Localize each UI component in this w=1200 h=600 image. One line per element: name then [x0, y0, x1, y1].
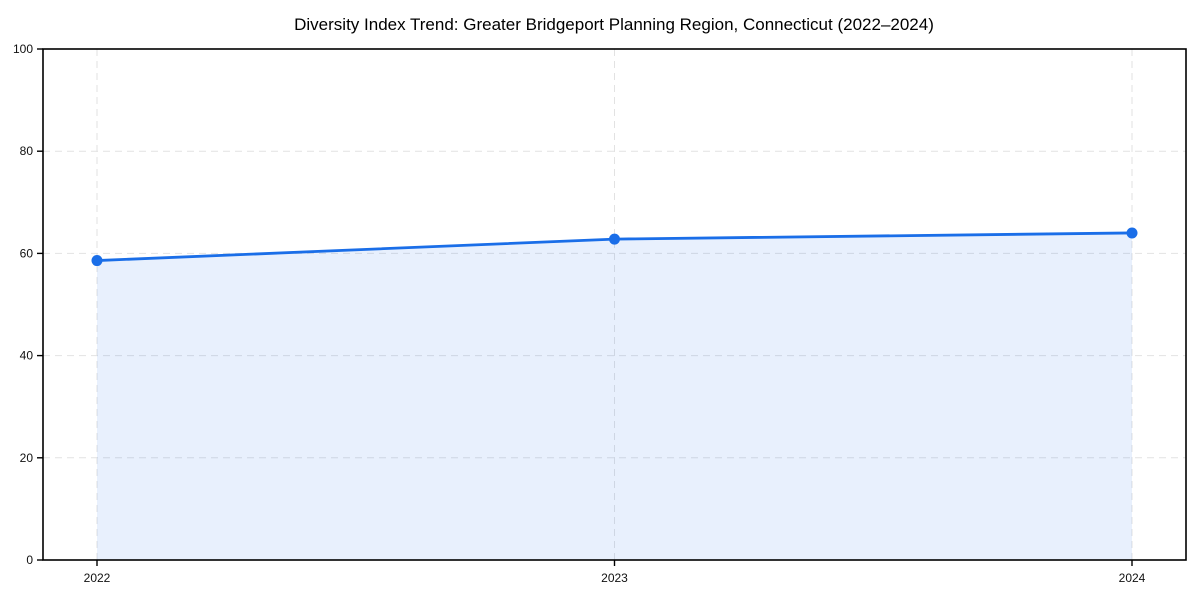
chart-title: Diversity Index Trend: Greater Bridgepor… [294, 15, 934, 34]
data-point-marker [91, 255, 103, 267]
y-tick-label: 100 [13, 42, 33, 56]
x-tick-label: 2023 [601, 571, 628, 585]
x-tick-label: 2024 [1119, 571, 1146, 585]
x-tick-label: 2022 [84, 571, 111, 585]
area-fill [97, 232, 1132, 560]
y-tick-label: 0 [26, 553, 33, 567]
data-point-marker [609, 233, 620, 245]
y-tick-label: 40 [20, 349, 34, 363]
y-tick-label: 60 [20, 246, 34, 260]
grid-layer [43, 49, 1186, 560]
data-point-marker [1126, 227, 1138, 239]
axes-layer: 0 20 40 60 80 100 2022 2023 2024 [13, 42, 1187, 585]
y-tick-label: 80 [20, 144, 34, 158]
series-layer [91, 227, 1138, 560]
y-tick-label: 20 [20, 451, 34, 465]
